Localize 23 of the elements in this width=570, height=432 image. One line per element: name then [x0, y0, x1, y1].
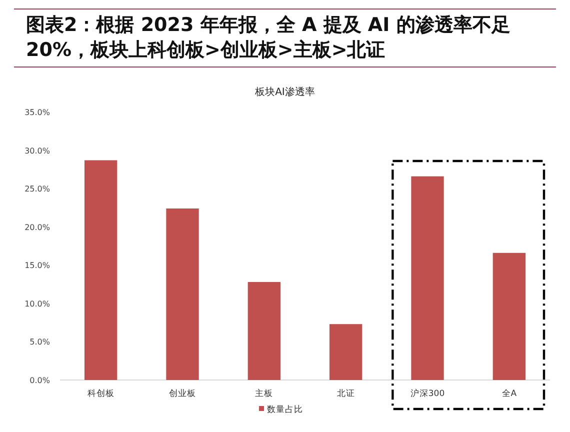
y-tick-label: 35.0%: [24, 108, 50, 117]
y-tick-label: 5.0%: [30, 338, 50, 347]
y-tick-label: 25.0%: [24, 184, 50, 194]
y-tick-label: 20.0%: [24, 222, 50, 232]
bar: [492, 252, 526, 380]
y-tick-label: 0.0%: [30, 376, 50, 385]
x-tick-label: 沪深300: [410, 388, 445, 399]
bar: [84, 160, 118, 380]
legend-label: 数量占比: [267, 404, 303, 415]
bar: [166, 208, 199, 380]
y-tick-label: 30.0%: [24, 146, 50, 156]
x-tick-label: 北证: [336, 388, 355, 399]
chart-subtitle: 板块AI渗透率: [254, 86, 315, 98]
x-tick-label: 创业板: [169, 388, 196, 399]
x-tick-label: 主板: [255, 388, 274, 399]
bar: [411, 176, 444, 380]
x-tick-label: 全A: [502, 388, 517, 399]
bar: [330, 324, 362, 380]
y-tick-label: 15.0%: [24, 261, 50, 270]
x-tick-label: 科创板: [87, 388, 114, 399]
bar: [248, 282, 280, 380]
y-tick-label: 10.0%: [24, 299, 50, 308]
chart-title: 图表2：根据 2023 年年报，全 A 提及 AI 的渗透率不足20%，板块上科创板>创业板>主板>北证: [26, 14, 510, 61]
